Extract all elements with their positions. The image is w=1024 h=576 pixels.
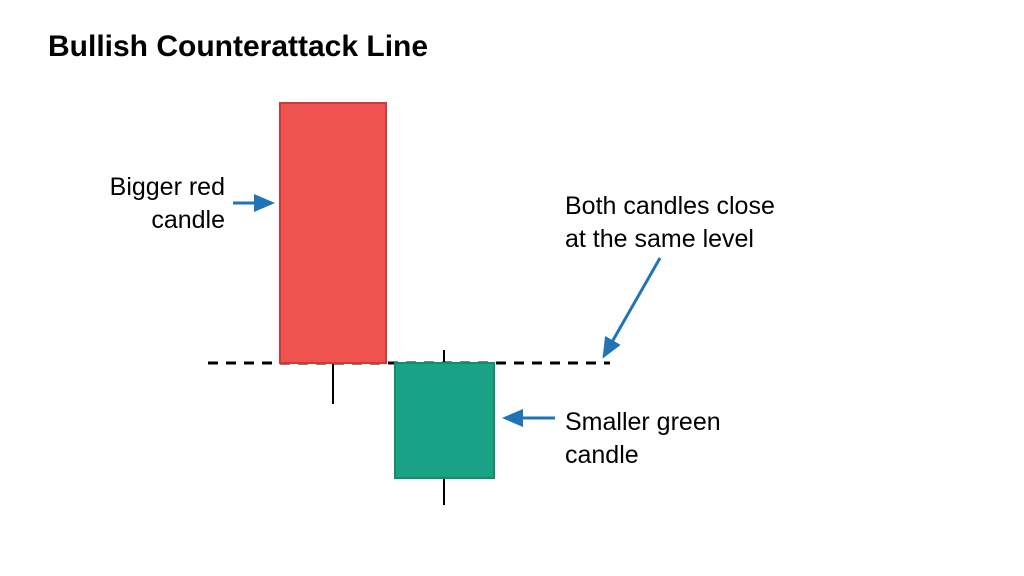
green-candle-body bbox=[395, 363, 494, 478]
label-bigger-red: Bigger redcandle bbox=[110, 171, 225, 236]
diagram-canvas: Bullish Counterattack Line Bigger redcan… bbox=[0, 0, 1024, 576]
label-both-close: Both candles closeat the same level bbox=[565, 190, 775, 255]
arrow-both-close bbox=[604, 258, 660, 356]
red-candle-body bbox=[280, 103, 386, 363]
label-smaller-green: Smaller greencandle bbox=[565, 406, 721, 471]
diagram-svg bbox=[0, 0, 1024, 576]
